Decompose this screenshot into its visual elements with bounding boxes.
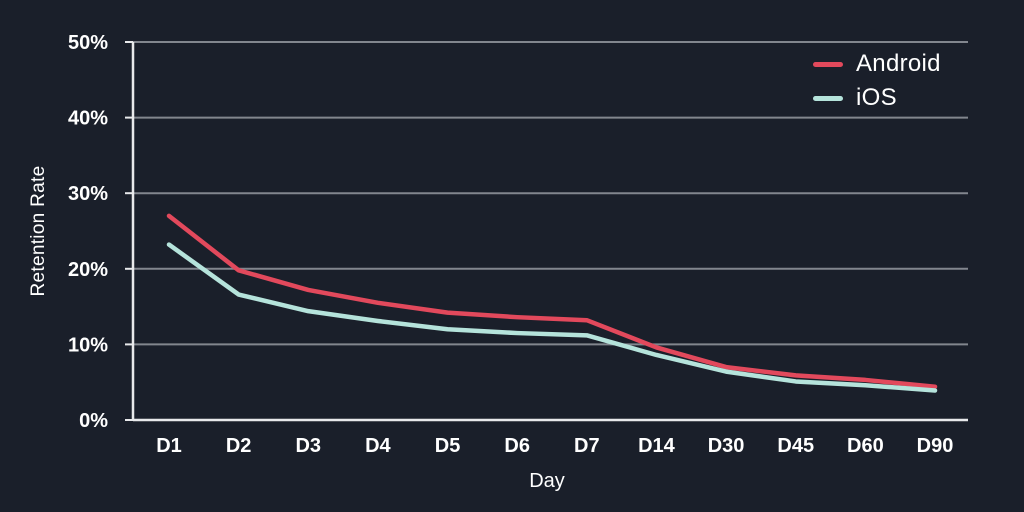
y-tick-label: 30% <box>68 183 108 205</box>
legend: Android iOS <box>813 49 941 117</box>
x-tick-label: D1 <box>156 435 182 457</box>
x-tick-label: D7 <box>574 435 600 457</box>
x-axis-title: Day <box>529 470 565 492</box>
android-line-swatch <box>813 61 843 67</box>
ios-line <box>166 242 938 393</box>
legend-label-android: Android <box>856 50 941 77</box>
y-tick-label: 20% <box>68 259 108 281</box>
x-tick-label: D45 <box>777 435 814 457</box>
x-tick-label: D60 <box>847 435 884 457</box>
x-tick-label: D3 <box>295 435 321 457</box>
x-tick-label: D14 <box>638 435 676 457</box>
legend-item-ios: iOS <box>813 83 941 113</box>
x-tick-label: D30 <box>708 435 745 457</box>
y-axis-title: Retention Rate <box>28 165 49 297</box>
x-tick-label: D5 <box>435 435 461 457</box>
android-line <box>166 213 938 389</box>
x-tick-label: D90 <box>917 435 954 457</box>
y-tick-label: 50% <box>68 32 108 54</box>
y-tick-label: 10% <box>68 334 108 356</box>
ios-line-swatch <box>813 95 843 101</box>
y-tick-label: 0% <box>79 410 108 432</box>
x-tick-label: D4 <box>365 435 391 457</box>
y-tick-label: 40% <box>68 108 108 130</box>
legend-item-android: Android <box>813 49 941 79</box>
legend-label-ios: iOS <box>856 84 897 111</box>
x-tick-label: D2 <box>226 435 252 457</box>
x-tick-label: D6 <box>504 435 530 457</box>
